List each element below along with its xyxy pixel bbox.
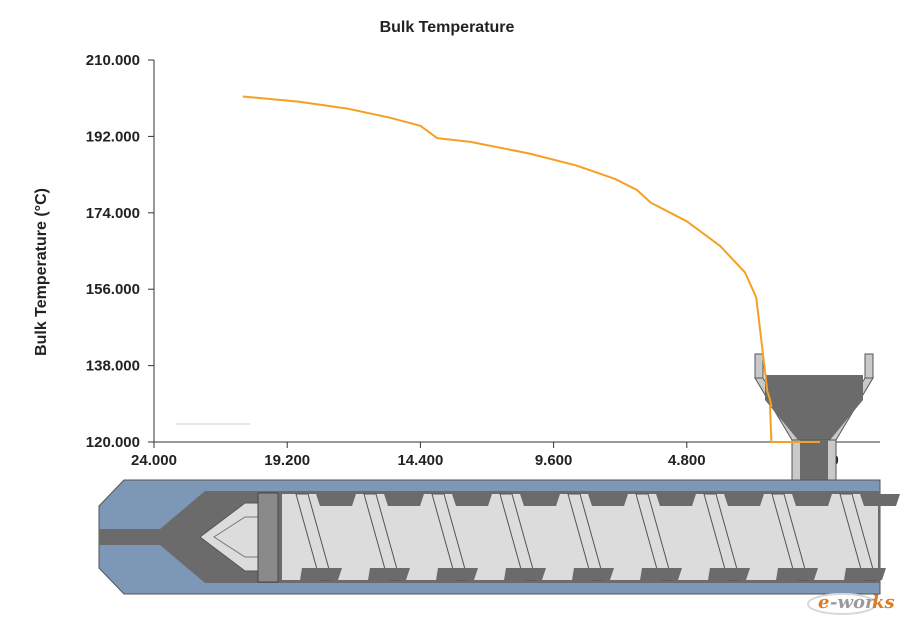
screw-root-bottom [708, 568, 750, 580]
screw-root-bottom [504, 568, 546, 580]
screw-root-bottom [436, 568, 478, 580]
screw-root-top [724, 494, 764, 506]
screw-root-top [792, 494, 832, 506]
screw-root-top [384, 494, 424, 506]
series-line [242, 95, 820, 443]
screw-root-bottom [776, 568, 818, 580]
y-tick-label: 138.000 [86, 358, 140, 375]
chart-title: Bulk Temperature [380, 19, 515, 36]
screw-root-top [656, 494, 696, 506]
screw-root-bottom [368, 568, 410, 580]
y-axis-label: Bulk Temperature (°C) [33, 188, 50, 356]
y-tick-label: 210.000 [86, 52, 140, 69]
barrel-screw-illustration [98, 479, 900, 595]
check-ring [257, 492, 279, 583]
screw-root-top [588, 494, 628, 506]
y-tick-label: 192.000 [86, 128, 140, 145]
screw-root-top [520, 494, 560, 506]
screw-flights [295, 493, 900, 581]
svg-text:-wor: -wor [830, 592, 876, 613]
svg-text:e: e [818, 592, 829, 613]
screw-root-bottom [300, 568, 342, 580]
screw-root-top [316, 494, 356, 506]
x-tick-label: 14.400 [397, 452, 443, 469]
screw-root-bottom [844, 568, 886, 580]
y-tick-label: 120.000 [86, 434, 140, 451]
x-tick-label: 24.000 [131, 452, 177, 469]
y-tick-label: 156.000 [86, 281, 140, 298]
y-tick-label: 174.000 [86, 205, 140, 222]
x-tick-label: 4.800 [668, 452, 706, 469]
screw-root-bottom [640, 568, 682, 580]
screw-root-bottom [572, 568, 614, 580]
x-tick-label: 19.200 [264, 452, 310, 469]
y-ticks: 210.000 192.000 174.000 156.000 138.000 120.0… [86, 52, 154, 451]
svg-text:ks: ks [872, 592, 895, 613]
series-layer [242, 95, 820, 443]
screw-root-top [860, 494, 900, 506]
hopper-illustration [754, 353, 874, 481]
e-works-logo: e -wor ks [807, 592, 895, 615]
x-tick-label: 9.600 [535, 452, 573, 469]
axes: 210.000 192.000 174.000 156.000 138.000 120.0… [86, 52, 880, 469]
screw-root-top [452, 494, 492, 506]
